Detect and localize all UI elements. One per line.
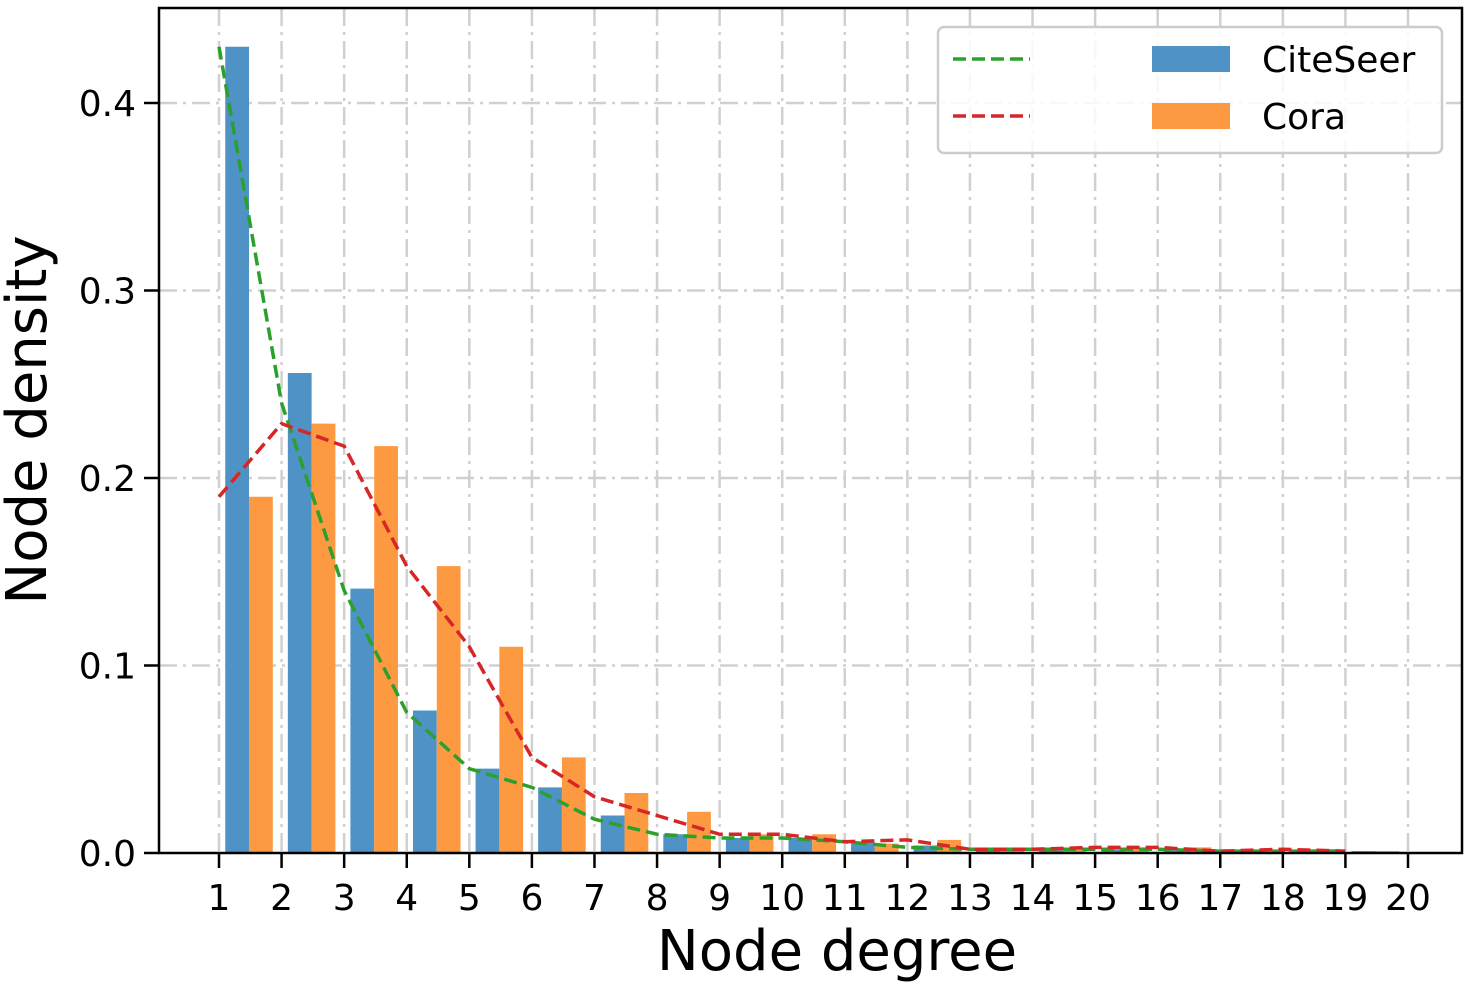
bar-cora-4 <box>436 566 461 853</box>
bar-citeseer-7 <box>600 815 625 853</box>
x-tick-label: 15 <box>1072 878 1118 919</box>
cora-trend-line <box>217 421 1346 853</box>
bar-citeseer-16 <box>1163 849 1188 853</box>
x-tick-label: 2 <box>270 878 293 919</box>
x-tick-label: 4 <box>395 878 418 919</box>
bar-cora-14 <box>1062 849 1087 853</box>
bar-citeseer-13 <box>976 849 1000 853</box>
x-tick-label: 7 <box>583 878 606 919</box>
bar-citeseer-5 <box>475 768 500 853</box>
x-axis-label: Node degree <box>657 919 1017 983</box>
bar-citeseer-14 <box>1038 849 1063 853</box>
plot-frame <box>157 6 1464 855</box>
x-tick-label: 16 <box>1135 878 1181 919</box>
x-tick-label: 8 <box>646 878 669 919</box>
y-tick-label: 0.1 <box>79 647 136 688</box>
bar-cora-15 <box>1125 847 1149 853</box>
x-tick-label: 1 <box>208 878 231 919</box>
citeseer-trend-line <box>217 46 1346 853</box>
x-ticks: 1 2 3 4 5 6 7 8 9 10 11 12 13 14 15 16 17 18 19 20 <box>208 853 1431 919</box>
bar-cora-11 <box>874 843 899 853</box>
x-tick-label: 18 <box>1260 878 1306 919</box>
x-tick-label: 3 <box>333 878 356 919</box>
y-tick-label: 0.0 <box>79 834 136 875</box>
bar-citeseer-12 <box>913 845 938 853</box>
bar-cora-5 <box>499 646 524 853</box>
bar-cora-13 <box>999 849 1024 853</box>
bar-citeseer-2 <box>287 373 312 853</box>
x-tick-label: 13 <box>947 878 993 919</box>
legend-citeseer-label: CiteSeer <box>1262 40 1416 81</box>
x-tick-label: 5 <box>458 878 481 919</box>
legend-cora-swatch <box>1152 103 1230 129</box>
bar-citeseer-10 <box>788 838 813 853</box>
bar-cora-7 <box>624 793 649 853</box>
bar-cora-2 <box>311 423 336 853</box>
bar-citeseer-8 <box>663 834 688 853</box>
x-tick-label: 14 <box>1010 878 1056 919</box>
bar-citeseer-9 <box>725 838 750 853</box>
bars <box>225 46 1400 853</box>
x-tick-label: 12 <box>884 878 930 919</box>
y-tick-label: 0.4 <box>79 84 136 125</box>
trend-lines <box>217 46 1346 853</box>
x-tick-label: 9 <box>708 878 731 919</box>
x-tick-label: 19 <box>1323 878 1369 919</box>
y-tick-label: 0.2 <box>79 459 136 500</box>
bar-cora-1 <box>249 496 273 853</box>
bar-cora-8 <box>687 811 711 853</box>
legend-cora-label: Cora <box>1262 97 1346 138</box>
bar-citeseer-11 <box>851 841 875 853</box>
bar-citeseer-4 <box>412 710 437 853</box>
y-ticks: 0.0 0.1 0.2 0.3 0.4 <box>79 84 159 875</box>
bar-citeseer-6 <box>538 787 562 853</box>
x-tick-label: 10 <box>759 878 805 919</box>
bar-citeseer-3 <box>350 588 375 853</box>
grid <box>159 8 1462 853</box>
bar-cora-3 <box>374 446 398 853</box>
legend: CiteSeer Cora <box>936 25 1444 155</box>
bar-citeseer-1 <box>225 46 250 853</box>
legend-box <box>936 25 1444 155</box>
bar-citeseer-15 <box>1101 849 1126 853</box>
x-tick-label: 11 <box>822 878 868 919</box>
x-tick-label: 20 <box>1385 878 1431 919</box>
y-axis-label: Node density <box>0 235 60 604</box>
x-tick-label: 17 <box>1197 878 1243 919</box>
legend-citeseer-swatch <box>1152 46 1230 72</box>
y-tick-label: 0.3 <box>79 272 136 313</box>
x-tick-label: 6 <box>520 878 543 919</box>
